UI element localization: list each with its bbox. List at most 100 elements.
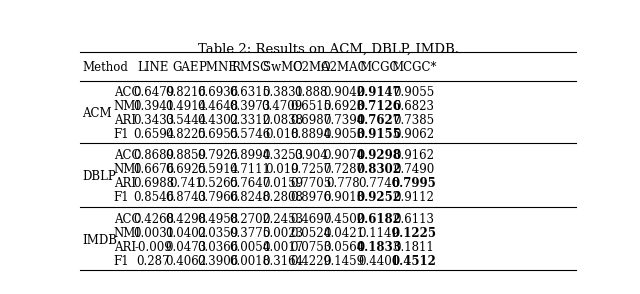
Text: 0.7647: 0.7647: [230, 177, 271, 190]
Text: 0.3973: 0.3973: [230, 100, 271, 113]
Text: MCGC*: MCGC*: [391, 61, 436, 74]
Text: 0.7705: 0.7705: [291, 177, 332, 190]
Text: RMSC: RMSC: [231, 61, 269, 74]
Text: 0.1811: 0.1811: [394, 241, 434, 254]
Text: PMNE: PMNE: [198, 61, 237, 74]
Text: GAE: GAE: [172, 61, 199, 74]
Text: 0.7385: 0.7385: [393, 114, 435, 127]
Text: NMI: NMI: [114, 227, 141, 240]
Text: 0.4512: 0.4512: [392, 255, 436, 268]
Text: 0.6515: 0.6515: [291, 100, 332, 113]
Text: 0.9053: 0.9053: [323, 128, 364, 141]
Text: 0.5444: 0.5444: [165, 114, 206, 127]
Text: 0.8546: 0.8546: [133, 191, 174, 204]
Text: 0.0159: 0.0159: [262, 177, 303, 190]
Text: 0.0366: 0.0366: [197, 241, 239, 254]
Text: 0.6923: 0.6923: [323, 100, 364, 113]
Text: 0.4709: 0.4709: [262, 100, 303, 113]
Text: 0.7111: 0.7111: [230, 163, 271, 176]
Text: 0.6936: 0.6936: [197, 86, 239, 99]
Text: 0.1225: 0.1225: [391, 227, 436, 240]
Text: 0.3164: 0.3164: [262, 255, 303, 268]
Text: 0.0838: 0.0838: [262, 114, 303, 127]
Text: 0.6988: 0.6988: [133, 177, 174, 190]
Text: ARI: ARI: [114, 114, 136, 127]
Text: 0.0054: 0.0054: [230, 241, 271, 254]
Text: 0.4914: 0.4914: [165, 100, 206, 113]
Text: ARI: ARI: [114, 177, 136, 190]
Text: Method: Method: [83, 61, 129, 74]
Text: 0.0564: 0.0564: [323, 241, 364, 254]
Text: IMDB: IMDB: [83, 234, 118, 247]
Text: 0.888: 0.888: [294, 86, 328, 99]
Text: 0.9147: 0.9147: [356, 86, 401, 99]
Text: 0.9112: 0.9112: [394, 191, 435, 204]
Text: 0.7394: 0.7394: [323, 114, 364, 127]
Text: 0.8976: 0.8976: [291, 191, 332, 204]
Text: 0.1149: 0.1149: [358, 227, 399, 240]
Text: 0.8894: 0.8894: [291, 128, 332, 141]
Text: 0.0402: 0.0402: [165, 227, 206, 240]
Text: 0.6594: 0.6594: [132, 128, 174, 141]
Text: 0.6479: 0.6479: [132, 86, 174, 99]
Text: 0.5746: 0.5746: [230, 128, 271, 141]
Text: 0.7287: 0.7287: [323, 163, 364, 176]
Text: 0.9162: 0.9162: [394, 149, 435, 162]
Text: 0.4502: 0.4502: [323, 213, 364, 225]
Text: 0.3831: 0.3831: [262, 86, 303, 99]
Text: 0.5265: 0.5265: [197, 177, 239, 190]
Text: 0.0017: 0.0017: [262, 241, 303, 254]
Text: 0.7966: 0.7966: [197, 191, 239, 204]
Text: 0.0421: 0.0421: [323, 227, 364, 240]
Text: 0.4298: 0.4298: [165, 213, 206, 225]
Text: 0.9252: 0.9252: [356, 191, 401, 204]
Text: 0.4697: 0.4697: [291, 213, 332, 225]
Text: 0.9013: 0.9013: [323, 191, 364, 204]
Text: 0.8302: 0.8302: [356, 163, 401, 176]
Text: ACC: ACC: [114, 86, 140, 99]
Text: 0.0018: 0.0018: [230, 255, 271, 268]
Text: 0.5914: 0.5914: [197, 163, 239, 176]
Text: 0.3433: 0.3433: [132, 114, 174, 127]
Text: 0.6182: 0.6182: [356, 213, 401, 225]
Text: 0.3941: 0.3941: [133, 100, 174, 113]
Text: 0.0524: 0.0524: [291, 227, 332, 240]
Text: 0.6987: 0.6987: [291, 114, 332, 127]
Text: 0.8859: 0.8859: [165, 149, 206, 162]
Text: 0.3253: 0.3253: [262, 149, 303, 162]
Text: 0.4958: 0.4958: [197, 213, 239, 225]
Text: 0.4302: 0.4302: [197, 114, 239, 127]
Text: 0.7490: 0.7490: [393, 163, 435, 176]
Text: 0.9074: 0.9074: [323, 149, 364, 162]
Text: MCGC: MCGC: [359, 61, 399, 74]
Text: 0.9298: 0.9298: [356, 149, 401, 162]
Text: F1: F1: [114, 128, 129, 141]
Text: 0.0031: 0.0031: [133, 227, 174, 240]
Text: ACC: ACC: [114, 149, 140, 162]
Text: 0.904: 0.904: [294, 149, 328, 162]
Text: 0.7126: 0.7126: [356, 100, 401, 113]
Text: 0.741: 0.741: [169, 177, 202, 190]
Text: 0.2453: 0.2453: [262, 213, 303, 225]
Text: 0.9042: 0.9042: [323, 86, 364, 99]
Text: 0.8994: 0.8994: [230, 149, 271, 162]
Text: 0.6113: 0.6113: [394, 213, 435, 225]
Text: 0.8689: 0.8689: [133, 149, 174, 162]
Text: 0.287: 0.287: [137, 255, 170, 268]
Text: 0.9055: 0.9055: [393, 86, 435, 99]
Text: SwMC: SwMC: [263, 61, 302, 74]
Text: 0.0753: 0.0753: [291, 241, 332, 254]
Text: DBLP: DBLP: [83, 170, 116, 183]
Text: 0.9062: 0.9062: [393, 128, 435, 141]
Text: 0.6315: 0.6315: [230, 86, 271, 99]
Text: 0.0473: 0.0473: [165, 241, 206, 254]
Text: LINE: LINE: [138, 61, 169, 74]
Text: 0.778: 0.778: [326, 177, 360, 190]
Text: 0.6676: 0.6676: [132, 163, 174, 176]
Text: 0.8216: 0.8216: [165, 86, 206, 99]
Text: F1: F1: [114, 255, 129, 268]
Text: F1: F1: [114, 191, 129, 204]
Text: 0.7627: 0.7627: [356, 114, 401, 127]
Text: 0.6955: 0.6955: [197, 128, 239, 141]
Text: 0.0359: 0.0359: [197, 227, 239, 240]
